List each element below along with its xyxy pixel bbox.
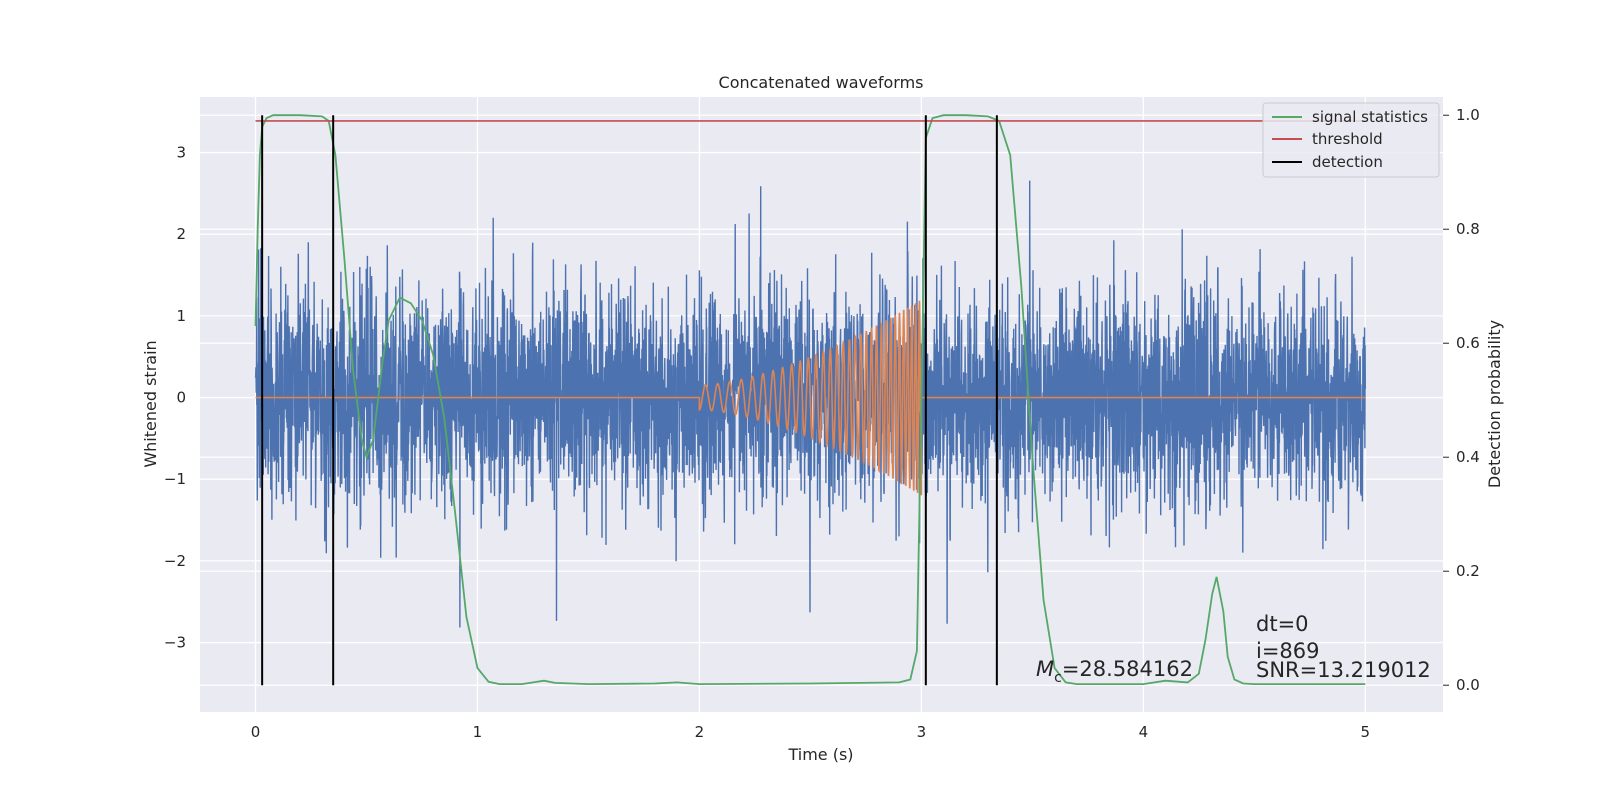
- y-right-tick-label: 0.6: [1456, 334, 1480, 352]
- annotation-chirp-mass-subscript: c: [1054, 670, 1062, 686]
- x-tick-label: 1: [473, 723, 483, 741]
- legend: signal statistics threshold detection: [1262, 102, 1440, 178]
- y-right-tick-label: 0.2: [1456, 562, 1480, 580]
- y-left-tick-label: 3: [176, 144, 186, 162]
- legend-label-detection: detection: [1312, 153, 1383, 171]
- x-tick-label: 5: [1361, 723, 1371, 741]
- right-y-axis-label: Detection probability: [1485, 320, 1504, 488]
- annotation-chirp-mass: Mc=28.584162: [1036, 657, 1193, 686]
- annotation-chirp-mass-value: =28.584162: [1062, 657, 1193, 681]
- y-left-tick-label: −2: [164, 552, 186, 570]
- y-right-tick-label: 0.0: [1456, 676, 1480, 694]
- y-left-tick-label: 0: [176, 389, 186, 407]
- injected-waveform-series: [255, 300, 1366, 496]
- x-axis-label: Time (s): [787, 745, 853, 764]
- left-y-axis-label: Whitened strain: [141, 340, 160, 467]
- annotation-snr: SNR=13.219012: [1256, 658, 1431, 682]
- y-left-tick-label: −1: [164, 470, 186, 488]
- detection-series: [261, 115, 998, 686]
- x-tick-label: 0: [251, 723, 261, 741]
- signal-statistics-series: [254, 114, 1366, 686]
- y-right-tick-label: 0.8: [1456, 220, 1480, 238]
- annotation-chirp-mass-symbol: M: [1036, 657, 1054, 681]
- y-right-tick-label: 1.0: [1456, 106, 1480, 124]
- x-tick-label: 2: [695, 723, 705, 741]
- y-left-tick-label: 1: [176, 307, 186, 325]
- y-left-tick-label: −3: [164, 634, 186, 652]
- y-right-tick-label: 0.4: [1456, 448, 1480, 466]
- annotation-index: i=869: [1256, 639, 1320, 663]
- annotation-dt: dt=0: [1256, 612, 1309, 636]
- x-tick-label: 3: [917, 723, 927, 741]
- legend-label-threshold: threshold: [1312, 130, 1383, 148]
- legend-label-signal-statistics: signal statistics: [1312, 108, 1428, 126]
- right-y-axis-ticks: 0.0 0.2 0.4 0.6 0.8 1.0: [1443, 106, 1480, 694]
- left-y-axis-ticks: −3 −2 −1 0 1 2 3: [164, 144, 186, 652]
- x-tick-label: 4: [1139, 723, 1149, 741]
- chart-title: Concatenated waveforms: [719, 73, 924, 92]
- x-axis-ticks: 0 1 2 3 4 5: [251, 723, 1370, 741]
- y-left-tick-label: 2: [176, 225, 186, 243]
